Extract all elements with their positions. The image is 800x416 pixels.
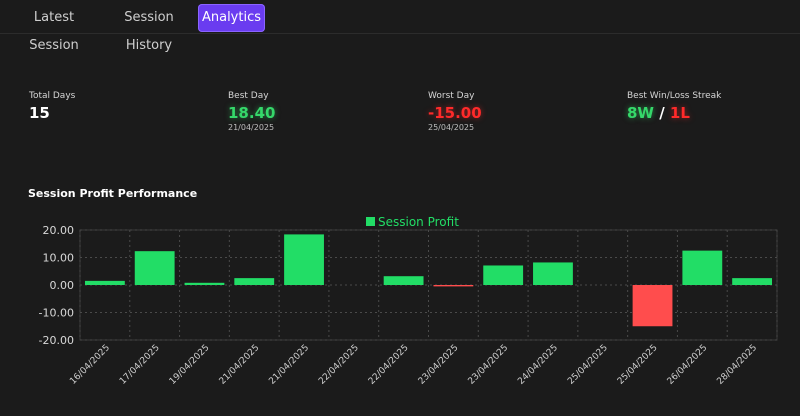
bar (483, 265, 524, 285)
y-tick-label: -20.00 (39, 334, 74, 347)
y-tick-label: 20.00 (43, 224, 75, 237)
stat-value: 18.40 (228, 104, 276, 122)
stat-value: 8W / 1L (627, 104, 721, 122)
streak-wins: 8W (627, 104, 654, 122)
bar (284, 234, 324, 285)
stat-label: Total Days (29, 91, 76, 101)
tab-session-history[interactable]: Session History (124, 10, 174, 53)
x-tick-label: 21/04/2025 (218, 343, 262, 387)
x-tick-label: 16/04/2025 (68, 343, 112, 387)
x-tick-label: 25/04/2025 (566, 343, 610, 387)
y-tick-label: 10.00 (43, 252, 75, 265)
stat-value: -15.00 (428, 104, 482, 122)
bar (433, 285, 474, 287)
chart-title: Session Profit Performance (28, 187, 198, 200)
stat-streak: Best Win/Loss Streak 8W / 1L (627, 91, 721, 122)
stat-worst-day: Worst Day -15.00 25/04/2025 (428, 91, 482, 132)
stat-total-days: Total Days 15 (29, 91, 75, 122)
tab-bar: Latest Session Session History Analytics (0, 0, 800, 53)
bar (84, 280, 125, 285)
bar (134, 251, 175, 285)
bar (682, 250, 723, 285)
x-tick-label: 28/04/2025 (715, 343, 759, 387)
y-tick-label: 0.00 (50, 279, 75, 292)
x-tick-label: 26/04/2025 (666, 343, 710, 387)
bar (234, 278, 275, 285)
stat-value: 15 (29, 104, 50, 122)
x-tick-label: 24/04/2025 (516, 343, 560, 387)
x-tick-label: 25/04/2025 (616, 343, 660, 387)
stat-date: 25/04/2025 (428, 123, 475, 132)
legend-label: Session Profit (378, 215, 459, 229)
stat-date: 21/04/2025 (228, 123, 275, 132)
legend-swatch (366, 217, 375, 226)
stat-best-day: Best Day 18.40 21/04/2025 (228, 91, 275, 132)
stat-label: Best Win/Loss Streak (627, 91, 722, 101)
x-tick-label: 23/04/2025 (417, 343, 461, 387)
tab-latest-session[interactable]: Latest Session (29, 10, 79, 53)
x-tick-label: 17/04/2025 (118, 343, 162, 387)
bar (632, 285, 673, 327)
x-tick-label: 22/04/2025 (367, 343, 411, 387)
x-tick-label: 21/04/2025 (267, 343, 311, 387)
bar (533, 262, 573, 285)
stat-label: Worst Day (428, 91, 475, 101)
streak-separator: / (653, 104, 670, 122)
y-tick-label: -10.00 (39, 307, 74, 320)
tab-analytics[interactable]: Analytics (198, 4, 265, 32)
x-tick-label: 22/04/2025 (317, 343, 361, 387)
x-tick-label: 23/04/2025 (467, 343, 511, 387)
bar (184, 282, 225, 285)
bar (383, 276, 424, 285)
streak-losses: 1L (669, 104, 690, 122)
bar (732, 278, 773, 285)
stat-label: Best Day (228, 91, 269, 101)
x-tick-label: 19/04/2025 (168, 343, 212, 387)
